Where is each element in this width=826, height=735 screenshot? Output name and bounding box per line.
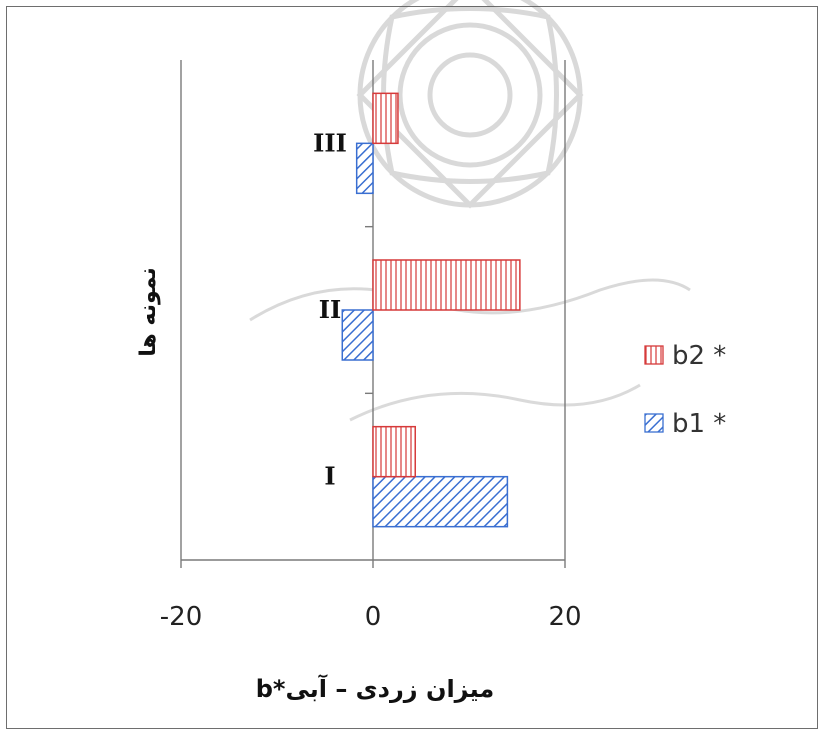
bar-b2 [372, 92, 399, 145]
chart-frame [6, 6, 818, 729]
bar-b2 [372, 259, 521, 311]
x-tick-label: 20 [548, 602, 581, 632]
legend: b2 * b1 * [644, 341, 726, 439]
legend-swatch [644, 345, 664, 365]
x-axis-title: میزان زردی – آبی*b [256, 674, 495, 703]
x-tick-label: -20 [160, 602, 202, 632]
category-label: II [319, 295, 341, 324]
bar-b1 [341, 309, 374, 361]
legend-swatch [644, 413, 664, 433]
bar-b1 [372, 475, 509, 528]
legend-label: b2 * [672, 341, 726, 371]
watermark-logo [249, 0, 691, 422]
bar-b1 [355, 142, 374, 195]
category-label: I [324, 462, 335, 491]
legend-label: b1 * [672, 409, 726, 439]
bar-b2 [372, 425, 416, 478]
category-label: III [313, 128, 347, 157]
y-axis-title: نمونه ها [136, 267, 161, 357]
x-tick-label: 0 [365, 602, 382, 632]
